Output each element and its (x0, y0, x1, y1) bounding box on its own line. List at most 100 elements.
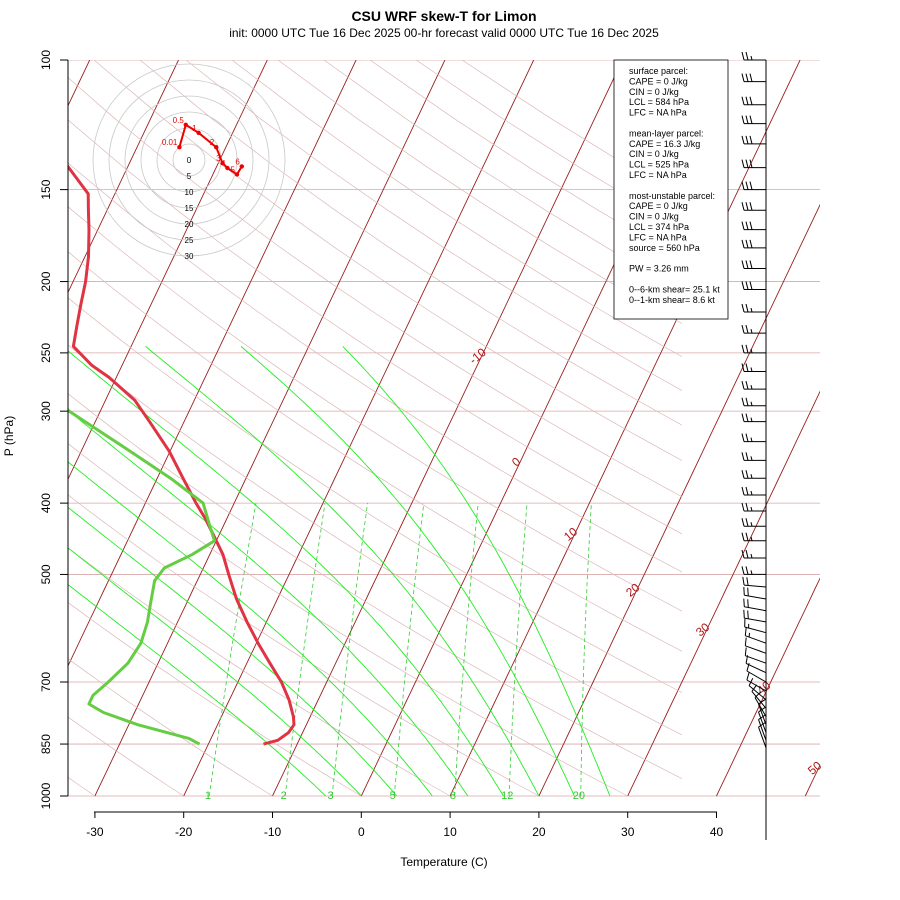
wind-barb-flag (745, 566, 749, 575)
wind-barb-staff (758, 719, 767, 741)
wind-barb-staff (744, 594, 767, 600)
wind-barb (743, 609, 767, 623)
wind-barb (741, 51, 766, 61)
wind-barb-flag (741, 221, 745, 230)
wind-barb-flag (745, 115, 749, 124)
wind-barb-flag (741, 380, 745, 390)
wind-barb-flag (741, 96, 745, 105)
hodograph-ring (108, 79, 270, 241)
wind-barb-flag (745, 532, 749, 541)
wind-barb (741, 260, 766, 269)
mixing-ratio-line (208, 503, 257, 797)
moist-adiabat-line (68, 350, 504, 797)
y-tick-label: 300 (39, 401, 53, 421)
stats-line: PW = 3.26 mm (629, 264, 689, 274)
isotherm-line (449, 60, 801, 797)
wind-barb (741, 470, 766, 479)
dry-adiabat-line (68, 119, 682, 535)
hodograph-ring (172, 143, 206, 177)
hodograph-point-label: 0.5 (173, 116, 185, 125)
wind-barb-staff (748, 685, 767, 701)
stats-line: 0--6-km shear= 25.1 kt (629, 284, 720, 294)
wind-barb-flag (741, 502, 745, 512)
wind-barb (741, 73, 766, 83)
isotherm-label: 0 (509, 454, 523, 469)
hodograph-point (196, 130, 201, 135)
hodograph-point (214, 145, 219, 150)
wind-barb (746, 662, 767, 683)
isotherm-line (68, 60, 268, 481)
wind-barb-flag (749, 181, 753, 190)
wind-barb-flag (746, 662, 750, 672)
stats-line: CAPE = 16.3 J/kg (629, 139, 700, 149)
wind-barb (741, 518, 766, 527)
wind-barb-flag (741, 181, 745, 190)
hodograph-ring-label: 10 (185, 188, 194, 197)
wind-barb-flag (742, 576, 745, 586)
stats-line: CIN = 0 J/kg (629, 149, 679, 159)
y-tick-label: 150 (39, 179, 53, 199)
wind-barb-flag (749, 239, 753, 249)
wind-barb-flag (744, 637, 747, 646)
wind-barb-flag (745, 470, 749, 479)
wind-barb-flag (746, 671, 750, 681)
wind-barb-flag (745, 96, 749, 105)
chart-title: CSU WRF skew-T for Limon (351, 8, 536, 24)
hodograph-point (183, 122, 188, 128)
wind-barb (741, 281, 766, 290)
wind-barb-half-flag (750, 401, 753, 406)
stats-line: LCL = 525 hPa (629, 160, 689, 170)
hodograph-ring-label: 30 (185, 252, 194, 261)
wind-barb (758, 722, 767, 748)
hodograph-ring-label: 25 (185, 236, 194, 245)
wind-barb-flag (745, 363, 749, 372)
moist-adiabat-line (68, 583, 327, 797)
isotherm-line (68, 60, 357, 667)
wind-barb (758, 706, 767, 733)
wind-barb-flag (741, 532, 745, 541)
hodograph-point-label: 0.01 (162, 138, 178, 147)
mixing-ratio-label: 8 (450, 790, 456, 802)
wind-barb-flag (758, 706, 766, 713)
stats-line: source = 560 hPa (629, 243, 700, 253)
wind-barb-half-flag (750, 328, 753, 334)
wind-barb (741, 221, 766, 231)
stats-line: LFC = NA hPa (629, 170, 687, 180)
mixing-ratio-label: 3 (328, 790, 334, 802)
wind-barb-flag (745, 281, 749, 290)
wind-barb (758, 714, 767, 741)
dry-adiabat-line (93, 60, 682, 461)
wind-barb-staff (758, 711, 767, 733)
wind-barb (741, 239, 766, 249)
wind-barb (743, 586, 767, 600)
wind-barb-flag (745, 486, 749, 496)
isotherm-line (627, 390, 820, 797)
wind-barb-flag (741, 159, 745, 168)
wind-barb-flag (749, 73, 753, 82)
wind-barb-flag (758, 714, 766, 721)
mixing-ratio-line (284, 503, 326, 797)
wind-barb-flag (745, 518, 749, 527)
wind-barb-flag (749, 202, 753, 211)
wind-barb-flag (741, 486, 745, 496)
wind-barb (741, 433, 766, 443)
wind-barb-half-flag (750, 417, 753, 422)
y-tick-label: 400 (39, 493, 53, 513)
wind-barb-staff (746, 670, 767, 683)
hodograph-ring (140, 111, 238, 209)
dry-adiabat-line (68, 393, 682, 780)
chart-subtitle: init: 0000 UTC Tue 16 Dec 2025 00-hr for… (229, 26, 659, 40)
wind-barb-flag (745, 655, 749, 664)
wind-barb (741, 397, 766, 407)
moist-adiabat-line (68, 547, 362, 797)
wind-barb-flag (746, 577, 749, 586)
wind-barb-flag (749, 159, 753, 168)
wind-barb (741, 486, 766, 496)
mixing-ratio-line (454, 503, 479, 797)
dry-adiabat-line (68, 443, 628, 797)
isotherm-line (804, 764, 820, 797)
moist-adiabat-line (145, 346, 540, 797)
wind-barb-flag (745, 181, 749, 190)
